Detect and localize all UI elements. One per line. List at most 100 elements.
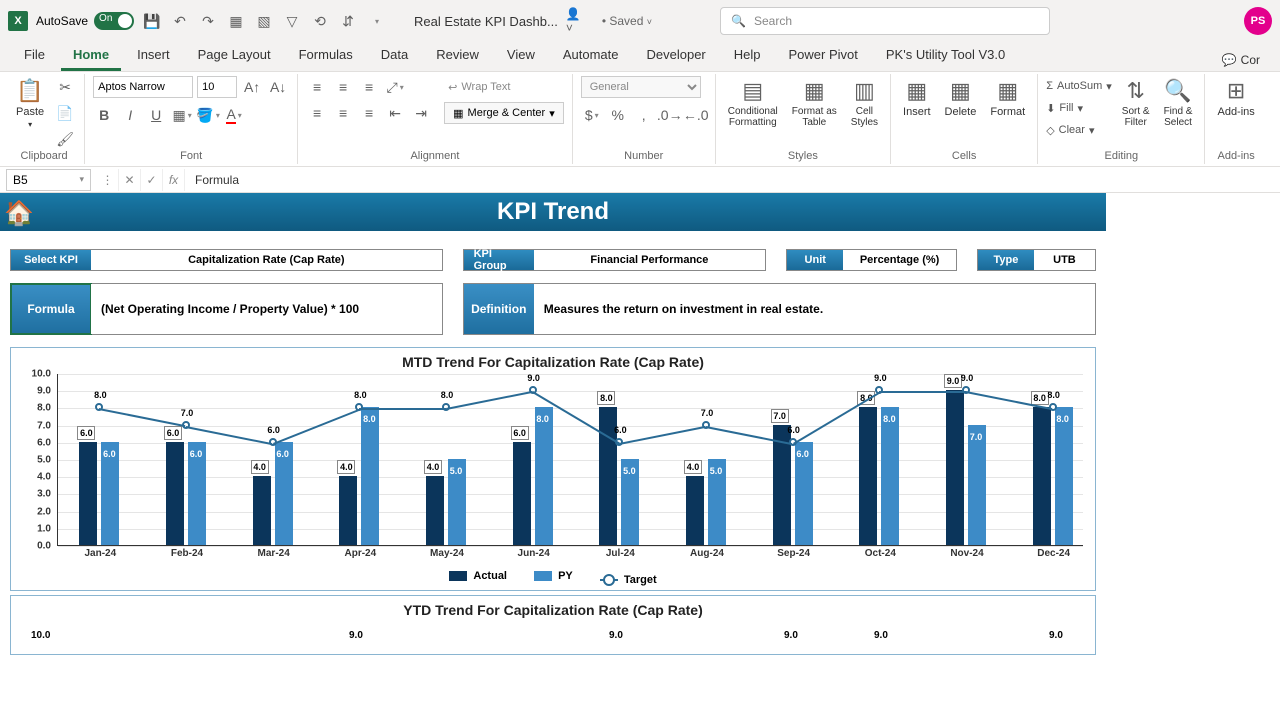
align-right-icon[interactable]: ≡: [358, 102, 380, 124]
addins-button[interactable]: ⊞Add-ins: [1213, 76, 1258, 120]
ribbon-tab-pk-s-utility-tool-v3-0[interactable]: PK's Utility Tool V3.0: [874, 41, 1017, 71]
qat-icon-5[interactable]: ⇵: [338, 11, 358, 31]
qat-icon-4[interactable]: ⟲: [310, 11, 330, 31]
definition-row: Formula (Net Operating Income / Property…: [0, 277, 1106, 343]
search-box[interactable]: 🔍 Search: [720, 7, 1050, 35]
qat-dropdown-icon[interactable]: [366, 11, 386, 31]
ribbon-tab-formulas[interactable]: Formulas: [287, 41, 365, 71]
save-icon[interactable]: 💾: [142, 11, 162, 31]
ribbon-tab-file[interactable]: File: [12, 41, 57, 71]
enter-formula-icon[interactable]: ✓: [141, 169, 163, 191]
find-select-button[interactable]: 🔍Find & Select: [1160, 76, 1197, 130]
search-placeholder: Search: [754, 14, 792, 28]
user-avatar[interactable]: PS: [1244, 7, 1272, 35]
sort-filter-button[interactable]: ⇅Sort & Filter: [1118, 76, 1154, 130]
undo-icon[interactable]: ↶: [170, 11, 190, 31]
font-color-icon[interactable]: A: [223, 104, 245, 126]
kpi-group-block: KPI Group Financial Performance: [463, 249, 767, 271]
qat-icon-3[interactable]: ▽: [282, 11, 302, 31]
align-middle-icon[interactable]: ≡: [332, 76, 354, 98]
increase-decimal-icon[interactable]: .0→: [659, 104, 681, 126]
comma-icon[interactable]: ,: [633, 104, 655, 126]
definition-label: Definition: [464, 284, 534, 334]
comments-button[interactable]: 💬 Cor: [1214, 49, 1268, 71]
document-title: Real Estate KPI Dashb...: [414, 14, 558, 29]
qat-icon-2[interactable]: ▧: [254, 11, 274, 31]
bold-icon[interactable]: B: [93, 104, 115, 126]
autosave-toggle[interactable]: AutoSave On: [36, 12, 134, 30]
qat-icon-1[interactable]: ▦: [226, 11, 246, 31]
copy-icon[interactable]: 📄: [54, 102, 76, 124]
saved-status[interactable]: • Saved ˅: [602, 14, 652, 28]
format-cells-button[interactable]: ▦Format: [986, 76, 1029, 120]
type-block: Type UTB: [977, 249, 1096, 271]
paste-button[interactable]: 📋Paste▾: [12, 76, 48, 131]
ribbon-tab-data[interactable]: Data: [369, 41, 420, 71]
align-top-icon[interactable]: ≡: [306, 76, 328, 98]
currency-icon[interactable]: $: [581, 104, 603, 126]
home-icon[interactable]: 🏠: [4, 195, 34, 233]
increase-indent-icon[interactable]: ⇥: [410, 102, 432, 124]
ribbon-group-cells: ▦Insert ▦Delete ▦Format Cells: [891, 74, 1038, 164]
ytd-chart: YTD Trend For Capitalization Rate (Cap R…: [10, 595, 1096, 655]
conditional-formatting-button[interactable]: ▤Conditional Formatting: [724, 76, 782, 130]
ribbon-tab-insert[interactable]: Insert: [125, 41, 182, 71]
font-family-select[interactable]: [93, 76, 193, 98]
ribbon-tab-automate[interactable]: Automate: [551, 41, 631, 71]
number-format-select[interactable]: General: [581, 76, 701, 98]
ribbon-tab-home[interactable]: Home: [61, 41, 121, 71]
format-as-table-button[interactable]: ▦Format as Table: [788, 76, 841, 130]
orientation-icon[interactable]: ⤢: [384, 76, 406, 98]
align-bottom-icon[interactable]: ≡: [358, 76, 380, 98]
ribbon-tabs: FileHomeInsertPage LayoutFormulasDataRev…: [0, 42, 1280, 72]
ribbon-group-number: General $ % , .0→ ←.0 Number: [573, 74, 716, 164]
format-painter-icon[interactable]: 🖌: [54, 128, 76, 150]
select-kpi-value[interactable]: Capitalization Rate (Cap Rate): [91, 250, 442, 270]
excel-app-icon: X: [8, 11, 28, 31]
insert-cells-button[interactable]: ▦Insert: [899, 76, 935, 120]
autosave-switch[interactable]: On: [94, 12, 134, 30]
formula-input[interactable]: Formula: [185, 173, 1280, 187]
increase-font-icon[interactable]: A↑: [241, 76, 263, 98]
autosum-button[interactable]: Σ AutoSum ▾: [1046, 76, 1112, 96]
ribbon-group-addins: ⊞Add-ins Add-ins: [1205, 74, 1266, 164]
decrease-decimal-icon[interactable]: ←.0: [685, 104, 707, 126]
cancel-formula-icon[interactable]: ✕: [119, 169, 141, 191]
name-box[interactable]: B5▾: [6, 169, 91, 191]
ribbon-group-editing: Σ AutoSum ▾ ⬇ Fill ▾ ◇ Clear ▾ ⇅Sort & F…: [1038, 74, 1205, 164]
dashboard-title-bar: 🏠 KPI Trend: [0, 193, 1106, 231]
formula-label[interactable]: Formula: [11, 284, 91, 334]
align-left-icon[interactable]: ≡: [306, 102, 328, 124]
privacy-icon[interactable]: 👤˅: [566, 11, 586, 31]
cut-icon[interactable]: ✂: [54, 76, 76, 98]
ytd-target-label: 9.0: [1049, 630, 1063, 641]
ribbon-tab-page-layout[interactable]: Page Layout: [186, 41, 283, 71]
ribbon-tab-review[interactable]: Review: [424, 41, 491, 71]
ribbon-tab-power-pivot[interactable]: Power Pivot: [777, 41, 870, 71]
fill-button[interactable]: ⬇ Fill ▾: [1046, 98, 1112, 118]
dashboard-title: KPI Trend: [497, 198, 609, 225]
insert-function-icon[interactable]: fx: [163, 169, 185, 191]
fill-color-icon[interactable]: 🪣: [197, 104, 219, 126]
delete-cells-button[interactable]: ▦Delete: [941, 76, 981, 120]
align-center-icon[interactable]: ≡: [332, 102, 354, 124]
ribbon-tab-view[interactable]: View: [495, 41, 547, 71]
percent-icon[interactable]: %: [607, 104, 629, 126]
name-box-dropdown-icon[interactable]: ⋮: [97, 169, 119, 191]
ribbon-tab-help[interactable]: Help: [722, 41, 773, 71]
underline-icon[interactable]: U: [145, 104, 167, 126]
decrease-indent-icon[interactable]: ⇤: [384, 102, 406, 124]
ribbon-tab-developer[interactable]: Developer: [635, 41, 718, 71]
italic-icon[interactable]: I: [119, 104, 141, 126]
type-value: UTB: [1034, 250, 1095, 270]
decrease-font-icon[interactable]: A↓: [267, 76, 289, 98]
font-size-select[interactable]: [197, 76, 237, 98]
redo-icon[interactable]: ↷: [198, 11, 218, 31]
ytd-ymax: 10.0: [31, 630, 50, 641]
mtd-chart-plot: 0.01.02.03.04.05.06.07.08.09.010.0 6.06.…: [19, 374, 1087, 564]
cell-styles-button[interactable]: ▥Cell Styles: [847, 76, 882, 130]
wrap-text-button[interactable]: ↩ Wrap Text: [444, 76, 564, 98]
clear-button[interactable]: ◇ Clear ▾: [1046, 120, 1112, 140]
border-icon[interactable]: ▦: [171, 104, 193, 126]
merge-center-button[interactable]: ▦ Merge & Center ▾: [444, 102, 564, 124]
